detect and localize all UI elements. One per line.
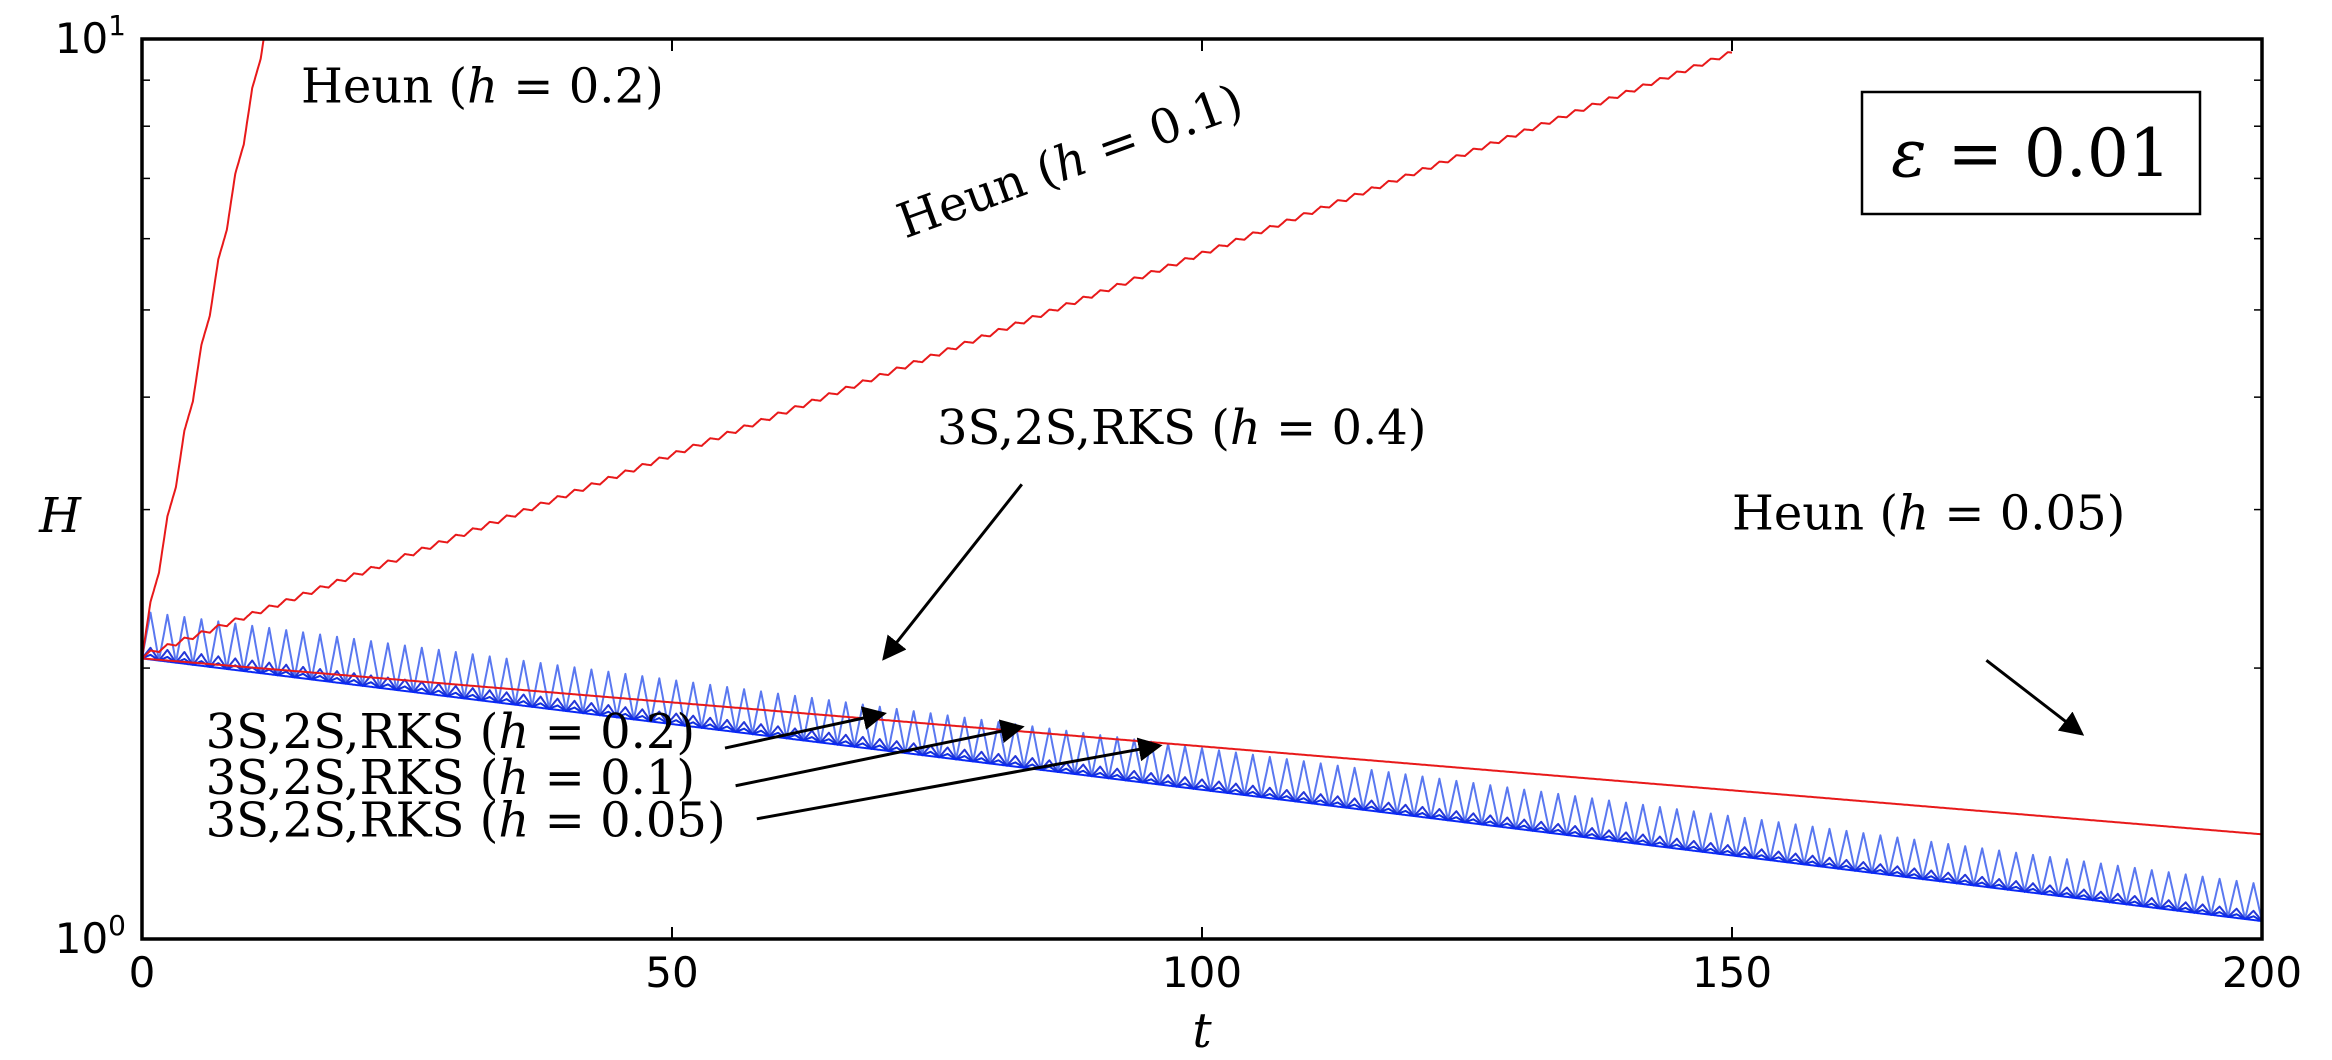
annotation-rks02: 3S,2S,RKS (h = 0.2) <box>206 704 696 760</box>
arrow-rks02 <box>724 706 887 750</box>
series-line-4 <box>142 646 2262 922</box>
annotation-heun02: Heun (h = 0.2) <box>301 59 664 115</box>
x-tick-label: 0 <box>129 948 156 997</box>
arrow-heun005 <box>1985 659 2085 736</box>
series-layer <box>142 39 2262 923</box>
x-tick-label: 100 <box>1162 948 1242 997</box>
arrow-rks04 <box>882 483 1023 661</box>
x-axis-label: t <box>1192 1003 1212 1059</box>
annotation-rks005: 3S,2S,RKS (h = 0.05) <box>206 792 726 848</box>
tick-layer: 0 50 100 150 200 100 101 <box>55 9 2302 997</box>
series-line-1 <box>142 51 1733 660</box>
x-tick-label: 50 <box>645 948 698 997</box>
series-line-5 <box>142 653 2262 922</box>
epsilon-label: ε = 0.01 <box>1891 115 2171 192</box>
arrow-rks01 <box>735 719 1025 788</box>
annotation-rks01: 3S,2S,RKS (h = 0.1) <box>206 750 696 806</box>
annotation-heun01: Heun (h = 0.1) <box>890 73 1250 250</box>
epsilon-box-frame <box>1860 90 2202 216</box>
annotation-layer: Heun (h = 0.2) Heun (h = 0.1) 3S,2S,RKS (h… <box>206 59 2126 849</box>
series-line-6 <box>142 657 2262 923</box>
arrow-rks005 <box>756 737 1163 821</box>
annotation-heun005: Heun (h = 0.05) <box>1732 486 2125 542</box>
x-tick-label: 150 <box>1692 948 1772 997</box>
arrow-layer <box>724 483 2085 821</box>
epsilon-symbol: ε <box>1891 115 1926 192</box>
y-axis-label: H <box>38 488 82 544</box>
series-line-2 <box>142 657 2262 836</box>
x-tick-label: 200 <box>2222 948 2302 997</box>
annotation-rks04: 3S,2S,RKS (h = 0.4) <box>937 400 1427 456</box>
series-line-0 <box>142 39 265 659</box>
y-tick-label: 100 <box>55 909 126 963</box>
epsilon-value: = 0.01 <box>1927 115 2171 192</box>
epsilon-box: ε = 0.01 <box>1860 90 2202 216</box>
y-tick-label: 101 <box>55 9 126 63</box>
